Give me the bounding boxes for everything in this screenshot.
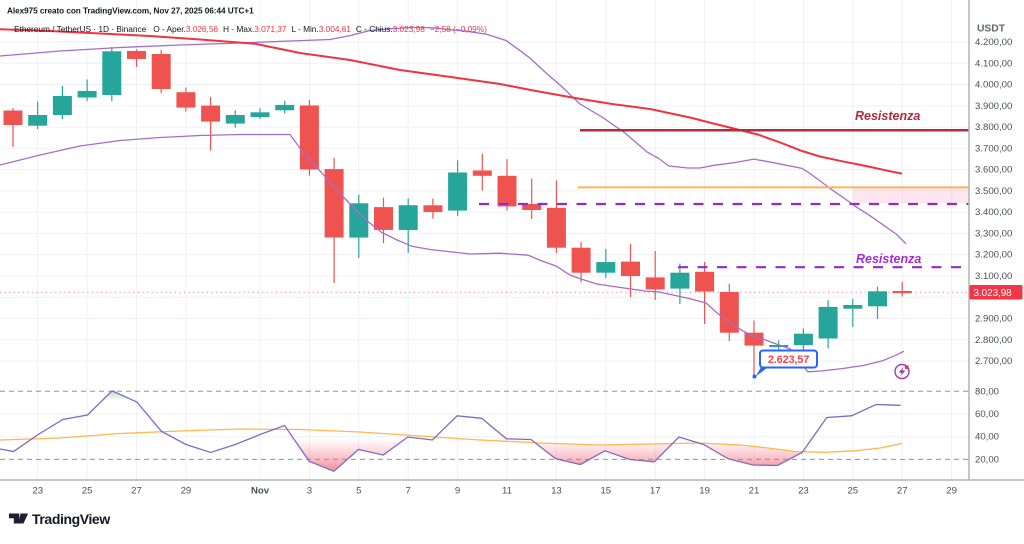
svg-text:USDT: USDT [977, 24, 1006, 35]
svg-text:Nov: Nov [251, 486, 270, 497]
svg-text:3.900,00: 3.900,00 [975, 101, 1012, 112]
svg-text:4.100,00: 4.100,00 [975, 58, 1012, 69]
svg-text:Alex975 creato con TradingView: Alex975 creato con TradingView.com, Nov … [7, 7, 254, 16]
svg-text:17: 17 [650, 486, 661, 497]
svg-text:2.800,00: 2.800,00 [975, 335, 1012, 346]
svg-text:Resistenza: Resistenza [856, 252, 921, 266]
svg-text:27: 27 [131, 486, 142, 497]
svg-text:3.400,00: 3.400,00 [975, 207, 1012, 218]
svg-text:29: 29 [181, 486, 192, 497]
svg-text:25: 25 [847, 486, 858, 497]
svg-text:5: 5 [356, 486, 361, 497]
svg-text:3.023,98: 3.023,98 [974, 288, 1013, 299]
svg-text:2.900,00: 2.900,00 [975, 314, 1012, 325]
svg-text:29: 29 [946, 486, 957, 497]
svg-text:3.800,00: 3.800,00 [975, 122, 1012, 133]
svg-text:20,00: 20,00 [975, 454, 999, 465]
svg-text:3.300,00: 3.300,00 [975, 228, 1012, 239]
svg-text:3.600,00: 3.600,00 [975, 165, 1012, 176]
svg-text:80,00: 80,00 [975, 386, 999, 397]
svg-text:3: 3 [307, 486, 312, 497]
svg-text:4.200,00: 4.200,00 [975, 37, 1012, 48]
svg-text:25: 25 [82, 486, 93, 497]
svg-text:40,00: 40,00 [975, 432, 999, 443]
svg-text:3.200,00: 3.200,00 [975, 250, 1012, 261]
svg-text:11: 11 [502, 486, 512, 497]
svg-text:13: 13 [551, 486, 562, 497]
svg-text:TradingView: TradingView [32, 511, 110, 527]
svg-text:Resistenza: Resistenza [855, 109, 920, 123]
svg-text:23: 23 [798, 486, 809, 497]
svg-text:27: 27 [897, 486, 908, 497]
svg-text:4.000,00: 4.000,00 [975, 80, 1012, 91]
svg-text:60,00: 60,00 [975, 409, 999, 420]
svg-text:Ethereum / TetherUS · 1D · Bin: Ethereum / TetherUS · 1D · Binance O - Ap… [14, 24, 487, 34]
svg-text:3.500,00: 3.500,00 [975, 186, 1012, 197]
svg-text:2.700,00: 2.700,00 [975, 356, 1012, 367]
svg-text:2.623,57: 2.623,57 [768, 354, 809, 366]
svg-text:9: 9 [455, 486, 460, 497]
svg-text:3.100,00: 3.100,00 [975, 271, 1012, 282]
svg-text:21: 21 [749, 486, 760, 497]
svg-text:3.700,00: 3.700,00 [975, 143, 1012, 154]
svg-text:23: 23 [32, 486, 43, 497]
svg-text:15: 15 [600, 486, 611, 497]
svg-text:7: 7 [406, 486, 411, 497]
svg-text:19: 19 [699, 486, 710, 497]
